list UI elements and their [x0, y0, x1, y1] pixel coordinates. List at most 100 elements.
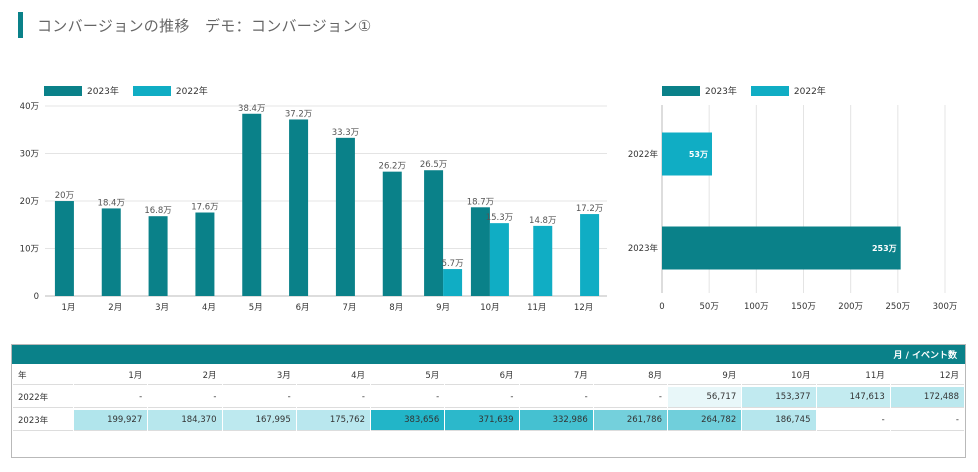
- table-cell: -: [148, 387, 222, 408]
- bar-2023-1[interactable]: [54, 201, 74, 296]
- x-tick-label: 11月: [527, 303, 546, 313]
- table-cell: 147,613: [816, 387, 890, 408]
- total-chart-legend[interactable]: 2023年 2022年: [662, 84, 840, 97]
- conversion-table: 月 / イベント数 年 1月 2月 3月 4月 5月 6月 7月 8月 9月 10月 11月 12月 …: [11, 344, 966, 458]
- data-label: 20万: [55, 191, 74, 201]
- monthly-chart-legend[interactable]: 2023年 2022年: [44, 84, 222, 97]
- data-label: 37.2万: [285, 109, 312, 119]
- data-label: 26.5万: [420, 160, 447, 170]
- table-title: 月 / イベント数: [893, 351, 957, 361]
- table-cell: -: [519, 387, 593, 408]
- data-label: 17.6万: [191, 203, 218, 213]
- bar-2023-3[interactable]: [148, 216, 168, 296]
- table-header-bar: 月 / イベント数: [12, 345, 965, 364]
- row-header-year: 2023年: [13, 410, 73, 431]
- table-cell: -: [816, 410, 890, 431]
- table-cell: -: [593, 387, 667, 408]
- bar-2022-11[interactable]: [533, 225, 553, 296]
- y-tick-label: 0: [34, 292, 39, 302]
- column-header-month[interactable]: 6月: [445, 366, 519, 385]
- x-tick-label: 6月: [296, 303, 310, 313]
- x-tick-label: 1月: [61, 303, 75, 313]
- y-tick-label: 40万: [20, 102, 39, 112]
- data-label: 14.8万: [529, 216, 556, 226]
- report-header: コンバージョンの推移 デモ：コンバージョン①: [18, 12, 371, 38]
- bar-2023-2[interactable]: [101, 208, 121, 296]
- table-cell: -: [890, 410, 964, 431]
- x-tick-label: 9月: [436, 303, 450, 313]
- table-cell: -: [222, 387, 296, 408]
- total-bar-2023[interactable]: [662, 226, 901, 270]
- x-tick-label: 50万: [700, 302, 719, 312]
- data-label: 18.4万: [98, 198, 125, 208]
- x-tick-label: 2月: [108, 303, 122, 313]
- bar-2023-5[interactable]: [242, 113, 262, 296]
- table-column-header-row: 年 1月 2月 3月 4月 5月 6月 7月 8月 9月 10月 11月 12月: [13, 366, 964, 385]
- total-conversion-chart[interactable]: 0 50万 100万 150万 200万 250万 300万 2022年 53万 2023年 253…: [610, 95, 978, 325]
- monthly-conversion-chart[interactable]: 0 10万 20万 30万 40万 20万 1月 18.4万 2月 16.8万 3月 17.6万 4月 3…: [0, 95, 620, 325]
- bar-2023-9[interactable]: [424, 170, 444, 296]
- legend-item-2022-total[interactable]: 2022年: [750, 84, 826, 97]
- x-tick-label: 3月: [155, 303, 169, 313]
- data-label: 17.2万: [576, 204, 603, 214]
- table-cell: -: [445, 387, 519, 408]
- legend-swatch-2023: [44, 85, 82, 96]
- x-tick-label: 7月: [342, 303, 356, 313]
- legend-item-2023-total[interactable]: 2023年: [662, 84, 737, 97]
- table-cell: 56,717: [668, 387, 742, 408]
- bar-2023-6[interactable]: [289, 119, 309, 297]
- table-row: 2022年 - - - - - - - -56,717 153,377 147,613 172,488: [13, 387, 964, 408]
- x-tick-label: 150万: [791, 302, 816, 312]
- legend-label-2022: 2022年: [175, 87, 208, 97]
- column-header-month[interactable]: 2月: [148, 366, 222, 385]
- bar-2022-12[interactable]: [580, 214, 600, 296]
- legend-item-2022[interactable]: 2022年: [132, 84, 208, 97]
- x-tick-label: 100万: [744, 302, 769, 312]
- conversion-pivot-table: 年 1月 2月 3月 4月 5月 6月 7月 8月 9月 10月 11月 12月 2022年 - - - - -…: [12, 364, 965, 433]
- legend-swatch-2022-total: [750, 85, 789, 96]
- x-tick-label: 300万: [933, 302, 958, 312]
- total-bar-label: 253万: [872, 244, 897, 253]
- table-cell: 172,488: [890, 387, 964, 408]
- column-header-month[interactable]: 4月: [296, 366, 370, 385]
- column-header-month[interactable]: 8月: [593, 366, 667, 385]
- total-bar-2022[interactable]: [662, 132, 712, 176]
- column-header-month[interactable]: 7月: [519, 366, 593, 385]
- x-tick-label: 5月: [249, 303, 263, 313]
- column-header-month[interactable]: 12月: [890, 366, 964, 385]
- column-header-year[interactable]: 年: [13, 366, 73, 385]
- data-label: 15.3万: [486, 213, 513, 223]
- legend-swatch-2023-total: [662, 85, 700, 96]
- column-header-month[interactable]: 10月: [742, 366, 816, 385]
- column-header-month[interactable]: 9月: [668, 366, 742, 385]
- column-header-month[interactable]: 11月: [816, 366, 890, 385]
- header-accent-bar: [18, 12, 23, 38]
- y-tick-label: 30万: [20, 150, 39, 160]
- column-header-month[interactable]: 3月: [222, 366, 296, 385]
- y-tick-label: 20万: [20, 197, 39, 207]
- x-tick-label: 4月: [202, 303, 216, 313]
- legend-swatch-2022: [132, 85, 171, 96]
- table-cell: -: [371, 387, 445, 408]
- bar-2023-8[interactable]: [382, 171, 402, 296]
- column-header-month[interactable]: 1月: [74, 366, 148, 385]
- bar-2022-10[interactable]: [489, 223, 509, 296]
- x-tick-label: 10月: [480, 303, 499, 313]
- table-cell: 167,995: [222, 410, 296, 431]
- table-cell: 186,745: [742, 410, 816, 431]
- bar-2023-4[interactable]: [195, 212, 215, 296]
- y-tick-label: 10万: [20, 245, 39, 255]
- page-title: コンバージョンの推移 デモ：コンバージョン①: [37, 16, 372, 35]
- table-cell: 264,782: [668, 410, 742, 431]
- bar-2023-10[interactable]: [470, 207, 490, 296]
- data-label: 5.7万: [442, 259, 464, 269]
- table-cell: 175,762: [296, 410, 370, 431]
- x-tick-label: 12月: [574, 303, 593, 313]
- data-label: 38.4万: [238, 104, 265, 114]
- y-tick-label: 2022年: [628, 149, 659, 160]
- bar-2022-9[interactable]: [443, 269, 463, 296]
- legend-item-2023[interactable]: 2023年: [44, 84, 119, 97]
- column-header-month[interactable]: 5月: [371, 366, 445, 385]
- bar-2023-7[interactable]: [335, 137, 355, 296]
- y-tick-label: 2023年: [628, 243, 659, 254]
